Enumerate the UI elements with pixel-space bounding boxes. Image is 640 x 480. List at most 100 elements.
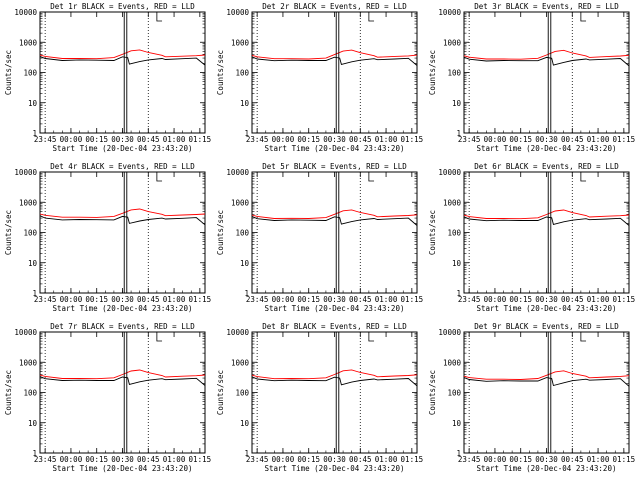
x-tick-label: 01:15 xyxy=(401,135,424,144)
x-axis-label: Start Time (20-Dec-04 23:43:20) xyxy=(265,304,405,313)
x-tick-label: 01:00 xyxy=(163,455,186,464)
x-axis-label: Start Time (20-Dec-04 23:43:20) xyxy=(477,464,617,473)
series-events-line xyxy=(463,377,630,387)
panel-det-6: Det 6r BLACK = Events, RED = LLD Counts/s… xyxy=(428,162,635,313)
spike-marker xyxy=(335,331,340,454)
step-marker xyxy=(580,332,587,342)
y-tick-label: 1000 xyxy=(19,358,38,367)
y-tick-label: 10 xyxy=(452,99,462,108)
x-tick-label: 00:00 xyxy=(484,135,507,144)
panel-title: Det 7r BLACK = Events, RED = LLD xyxy=(50,322,195,331)
x-tick-label: 01:15 xyxy=(401,455,424,464)
spike-marker xyxy=(123,331,128,454)
x-tick-label: 23:45 xyxy=(458,135,481,144)
x-tick-label: 00:30 xyxy=(535,135,558,144)
x-tick-label: 23:45 xyxy=(34,455,57,464)
y-tick-label: 1 xyxy=(456,289,461,298)
x-tick-label: 23:45 xyxy=(246,295,269,304)
x-tick-label: 01:00 xyxy=(375,455,398,464)
series-lld-line xyxy=(39,369,206,380)
panel-det-9: Det 9r BLACK = Events, RED = LLD Counts/s… xyxy=(428,322,635,473)
x-tick-label: 01:00 xyxy=(375,135,398,144)
panel-title: Det 4r BLACK = Events, RED = LLD xyxy=(50,162,195,171)
y-tick-label: 100 xyxy=(447,69,461,78)
x-tick-label: 23:45 xyxy=(246,135,269,144)
x-tick-label: 00:45 xyxy=(561,295,584,304)
x-tick-label: 00:15 xyxy=(509,135,532,144)
series-events-line xyxy=(39,55,206,66)
spike-marker xyxy=(547,171,552,294)
x-tick-label: 23:45 xyxy=(458,455,481,464)
spike-marker xyxy=(335,11,340,134)
y-axis-label: Counts/sec xyxy=(428,50,437,95)
y-tick-label: 1000 xyxy=(443,38,462,47)
x-tick-label: 01:15 xyxy=(189,135,212,144)
y-tick-label: 10 xyxy=(452,419,462,428)
y-tick-label: 1000 xyxy=(231,38,250,47)
x-axis-label: Start Time (20-Dec-04 23:43:20) xyxy=(265,144,405,153)
y-axis-label: Counts/sec xyxy=(428,210,437,255)
series-events-line xyxy=(251,215,418,226)
x-tick-label: 00:30 xyxy=(535,295,558,304)
x-tick-label: 00:15 xyxy=(297,135,320,144)
panel-title: Det 2r BLACK = Events, RED = LLD xyxy=(262,2,407,11)
y-tick-label: 1 xyxy=(244,129,249,138)
series-lld-line xyxy=(463,370,630,380)
x-tick-label: 00:45 xyxy=(137,135,160,144)
y-tick-label: 1 xyxy=(32,129,37,138)
x-tick-label: 23:45 xyxy=(458,295,481,304)
x-tick-label: 00:00 xyxy=(272,455,295,464)
y-tick-label: 10000 xyxy=(438,8,461,17)
y-tick-label: 10 xyxy=(240,419,250,428)
y-tick-label: 10 xyxy=(28,99,38,108)
y-tick-label: 1000 xyxy=(443,198,462,207)
y-tick-label: 1000 xyxy=(231,358,250,367)
x-tick-label: 00:30 xyxy=(111,455,134,464)
y-tick-label: 10000 xyxy=(226,168,249,177)
x-tick-label: 00:15 xyxy=(297,455,320,464)
step-marker xyxy=(156,12,163,22)
y-tick-label: 1 xyxy=(32,449,37,458)
x-axis-label: Start Time (20-Dec-04 23:43:20) xyxy=(53,144,193,153)
y-tick-label: 1 xyxy=(32,289,37,298)
y-axis-label: Counts/sec xyxy=(216,370,225,415)
series-events-line xyxy=(39,376,206,386)
y-tick-label: 1000 xyxy=(19,38,38,47)
x-tick-label: 00:15 xyxy=(85,455,108,464)
x-tick-label: 23:45 xyxy=(34,135,57,144)
x-tick-label: 23:45 xyxy=(246,455,269,464)
series-lld-line xyxy=(39,49,206,60)
y-tick-label: 100 xyxy=(23,229,37,238)
x-tick-label: 01:15 xyxy=(613,135,636,144)
x-tick-label: 23:45 xyxy=(34,295,57,304)
series-lld-line xyxy=(251,209,418,219)
y-tick-label: 10000 xyxy=(14,168,37,177)
panel-title: Det 9r BLACK = Events, RED = LLD xyxy=(474,322,619,331)
y-tick-label: 100 xyxy=(23,69,37,78)
y-tick-label: 1 xyxy=(244,289,249,298)
x-tick-label: 00:45 xyxy=(561,455,584,464)
x-tick-label: 00:15 xyxy=(509,295,532,304)
x-axis-label: Start Time (20-Dec-04 23:43:20) xyxy=(53,464,193,473)
x-tick-label: 00:00 xyxy=(272,135,295,144)
x-tick-label: 00:15 xyxy=(509,455,532,464)
x-tick-label: 00:00 xyxy=(272,295,295,304)
y-tick-label: 10 xyxy=(28,259,38,268)
x-tick-label: 01:15 xyxy=(613,295,636,304)
x-axis-label: Start Time (20-Dec-04 23:43:20) xyxy=(265,464,405,473)
x-tick-label: 01:15 xyxy=(189,455,212,464)
step-marker xyxy=(368,12,375,22)
x-tick-label: 01:00 xyxy=(587,135,610,144)
y-tick-label: 1 xyxy=(244,449,249,458)
x-tick-label: 00:30 xyxy=(111,295,134,304)
panel-title: Det 8r BLACK = Events, RED = LLD xyxy=(262,322,407,331)
spike-marker xyxy=(123,171,128,294)
y-axis-label: Counts/sec xyxy=(216,210,225,255)
x-tick-label: 00:15 xyxy=(85,295,108,304)
x-tick-label: 00:45 xyxy=(349,295,372,304)
y-tick-label: 100 xyxy=(447,229,461,238)
y-axis-label: Counts/sec xyxy=(4,370,13,415)
y-tick-label: 1 xyxy=(456,449,461,458)
panel-title: Det 1r BLACK = Events, RED = LLD xyxy=(50,2,195,11)
